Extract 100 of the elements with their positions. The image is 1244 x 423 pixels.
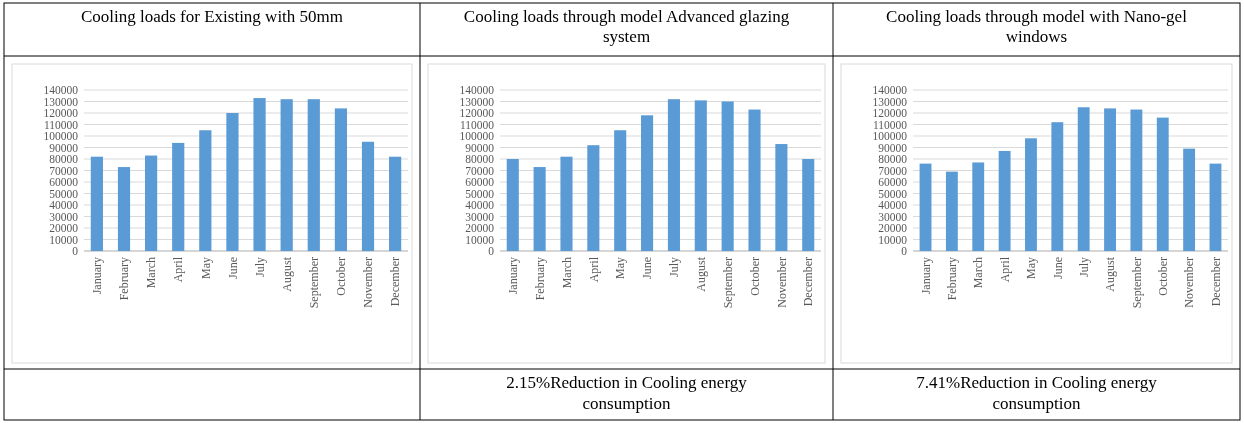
bar xyxy=(919,163,932,251)
y-tick-label: 120000 xyxy=(43,107,79,120)
bar xyxy=(998,150,1011,251)
bar xyxy=(90,156,103,251)
bar xyxy=(721,101,734,251)
x-tick-label: January xyxy=(90,257,105,295)
bar xyxy=(587,145,600,251)
x-tick-label: July xyxy=(667,257,682,278)
x-tick-label: August xyxy=(279,256,294,292)
bar xyxy=(667,99,680,251)
y-tick-label: 140000 xyxy=(872,84,908,97)
y-tick-label: 10000 xyxy=(49,233,79,246)
y-tick-label: 30000 xyxy=(49,210,79,223)
bar xyxy=(1130,109,1143,251)
x-tick-label: May xyxy=(613,257,628,279)
y-tick-label: 110000 xyxy=(872,118,908,131)
x-tick-label: June xyxy=(225,257,240,279)
bar xyxy=(117,167,131,251)
bar xyxy=(694,100,707,251)
y-tick-label: 130000 xyxy=(872,95,908,108)
bar xyxy=(1077,107,1090,251)
bar xyxy=(641,115,654,251)
x-tick-label: July xyxy=(252,257,267,278)
x-tick-label: June xyxy=(640,257,655,279)
y-tick-label: 110000 xyxy=(43,118,79,131)
y-tick-label: 30000 xyxy=(465,210,495,223)
x-tick-label: April xyxy=(171,256,186,283)
x-tick-label: February xyxy=(945,257,960,301)
bar xyxy=(334,108,347,251)
x-tick-label: October xyxy=(747,257,762,296)
text: 7.41%Reduction in Cooling energy consumption xyxy=(916,373,1158,413)
x-tick-label: December xyxy=(388,257,403,307)
bar xyxy=(775,144,788,251)
y-tick-label: 50000 xyxy=(49,187,79,200)
bar xyxy=(1156,117,1169,251)
y-tick-label: 50000 xyxy=(878,187,908,200)
y-tick-label: 120000 xyxy=(872,107,908,120)
bar xyxy=(389,156,402,251)
y-tick-label: 90000 xyxy=(878,141,908,154)
chart-title: Cooling loads through model with Nano-gel windows xyxy=(886,7,1188,46)
x-tick-label: April xyxy=(586,256,601,283)
x-tick-label: March xyxy=(559,257,574,289)
y-tick-label: 20000 xyxy=(465,222,495,235)
x-tick-label: December xyxy=(1208,257,1223,307)
x-tick-label: April xyxy=(997,256,1012,283)
y-tick-label: 80000 xyxy=(49,153,79,166)
x-tick-label: November xyxy=(774,257,789,308)
bar xyxy=(307,99,320,251)
bar xyxy=(748,109,761,251)
x-tick-label: September xyxy=(1129,257,1144,309)
x-tick-label: February xyxy=(532,257,547,301)
y-tick-label: 140000 xyxy=(459,84,495,97)
bar xyxy=(361,141,375,251)
x-tick-label: October xyxy=(334,257,349,296)
x-tick-label: May xyxy=(198,257,213,279)
bar xyxy=(145,155,158,251)
y-tick-label: 40000 xyxy=(49,199,79,212)
bar xyxy=(972,162,985,251)
y-tick-label: 130000 xyxy=(459,95,495,108)
y-tick-label: 80000 xyxy=(465,153,495,166)
bar xyxy=(533,167,546,251)
x-tick-label: November xyxy=(361,257,376,308)
y-tick-label: 20000 xyxy=(49,222,79,235)
bar xyxy=(1025,138,1037,251)
y-tick-label: 140000 xyxy=(43,84,79,97)
chart-title: Cooling loads for Existing with 50mm xyxy=(80,7,344,26)
x-tick-label: August xyxy=(1103,256,1118,292)
y-tick-label: 60000 xyxy=(49,176,79,189)
y-tick-label: 40000 xyxy=(465,199,495,212)
x-tick-label: September xyxy=(720,257,735,309)
y-tick-label: 0 xyxy=(488,245,495,258)
y-tick-label: 80000 xyxy=(878,153,908,166)
y-tick-label: 70000 xyxy=(878,164,908,177)
y-tick-label: 90000 xyxy=(49,141,79,154)
y-tick-label: 70000 xyxy=(49,164,79,177)
x-tick-label: June xyxy=(1050,257,1065,279)
y-tick-label: 130000 xyxy=(43,95,79,108)
x-tick-label: January xyxy=(918,257,933,295)
chart-title: Cooling loads through model Advanced glazing system xyxy=(463,7,790,46)
bar xyxy=(172,142,185,251)
y-tick-label: 10000 xyxy=(465,233,495,246)
y-tick-label: 30000 xyxy=(878,210,908,223)
y-tick-label: 40000 xyxy=(878,199,908,212)
bar xyxy=(945,171,958,251)
y-tick-label: 10000 xyxy=(878,233,908,246)
text: 2.15%Reduction in Cooling energy consumption xyxy=(506,373,748,413)
y-tick-label: 100000 xyxy=(459,130,495,143)
y-tick-label: 90000 xyxy=(465,141,495,154)
x-tick-label: December xyxy=(801,257,816,307)
bar xyxy=(226,113,239,251)
y-tick-label: 70000 xyxy=(465,164,495,177)
y-tick-label: 100000 xyxy=(872,130,908,143)
x-tick-label: October xyxy=(1155,257,1170,296)
y-tick-label: 0 xyxy=(901,245,908,258)
x-tick-label: January xyxy=(505,257,520,295)
x-tick-label: May xyxy=(1024,257,1039,279)
x-tick-label: July xyxy=(1076,257,1091,278)
bar xyxy=(1051,122,1064,251)
y-tick-label: 50000 xyxy=(465,187,495,200)
bar xyxy=(506,159,519,251)
